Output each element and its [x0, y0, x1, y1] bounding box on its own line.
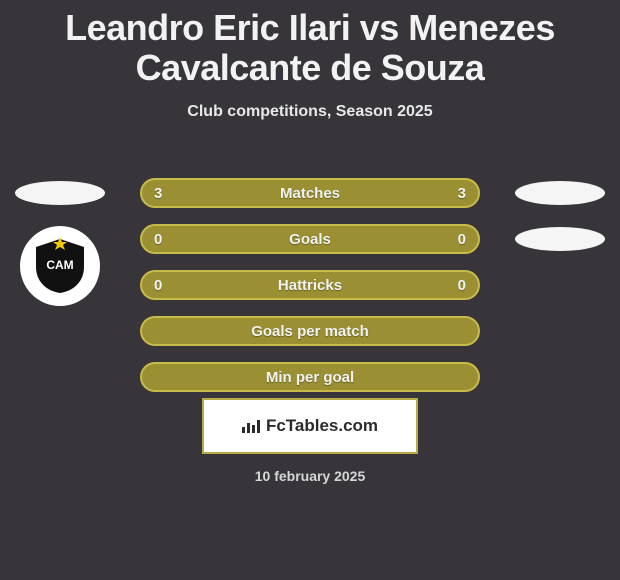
stat-right-value: 0: [458, 231, 466, 248]
stat-row: Goals per match: [0, 308, 620, 354]
stat-row: 0Goals0CAM: [0, 216, 620, 262]
stat-label: Goals per match: [142, 323, 478, 340]
comparison-title: Leandro Eric Ilari vs Menezes Cavalcante…: [0, 0, 620, 87]
fctables-badge[interactable]: FcTables.com: [202, 398, 418, 454]
stat-label: Goals: [142, 231, 478, 248]
snapshot-date: 10 february 2025: [0, 468, 620, 484]
player-right-mark: [515, 181, 605, 205]
comparison-card: Leandro Eric Ilari vs Menezes Cavalcante…: [0, 0, 620, 580]
stat-label: Min per goal: [142, 369, 478, 386]
stat-right-value: 3: [458, 185, 466, 202]
stat-pill: Goals per match: [140, 316, 480, 346]
stat-row: Min per goal: [0, 354, 620, 400]
stat-rows: 3Matches30Goals0CAM0Hattricks0Goals per …: [0, 170, 620, 400]
stat-row: 0Hattricks0: [0, 262, 620, 308]
stat-pill: Min per goal: [140, 362, 480, 392]
stat-label: Matches: [142, 185, 478, 202]
bar-chart-icon: [242, 419, 260, 433]
fctables-label: FcTables.com: [266, 416, 378, 436]
stat-right-value: 0: [458, 277, 466, 294]
stat-pill: 0Hattricks0: [140, 270, 480, 300]
stat-pill: 0Goals0: [140, 224, 480, 254]
player-right-mark: [515, 227, 605, 251]
stat-label: Hattricks: [142, 277, 478, 294]
comparison-subtitle: Club competitions, Season 2025: [0, 103, 620, 121]
stat-row: 3Matches3: [0, 170, 620, 216]
stat-pill: 3Matches3: [140, 178, 480, 208]
player-left-mark: [15, 181, 105, 205]
